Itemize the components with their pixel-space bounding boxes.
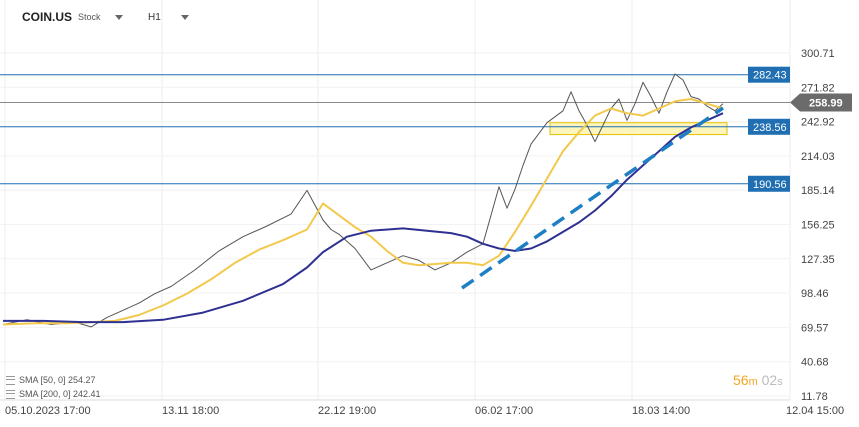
y-tick-label: 69.57 [801, 322, 829, 334]
chevron-down-icon[interactable] [114, 14, 123, 20]
series-price [2, 73, 724, 328]
y-tick-label: 214.03 [801, 151, 835, 163]
legend-sma50[interactable]: SMA [50, 0] 254.27 [6, 375, 96, 385]
symbol-type: Stock [78, 12, 101, 22]
x-tick-label: 13.11 18:00 [162, 405, 219, 417]
symbol-name: COIN.US [22, 10, 73, 24]
level-tag [748, 66, 790, 83]
chevron-down-icon[interactable] [180, 14, 189, 20]
horizontal-levels [0, 74, 790, 185]
indicator-icon [6, 375, 15, 385]
y-tick-label: 11.78 [801, 391, 828, 403]
level-tag-label: 190.56 [753, 179, 787, 191]
x-tick-label: 05.10.2023 17:00 [5, 405, 91, 417]
timer-seconds: 02 [761, 372, 778, 388]
y-tick-label: 40.68 [801, 357, 829, 369]
level-tag [748, 175, 790, 192]
level-tags: 282.43 238.56 190.56 258.99 [748, 66, 852, 192]
level-tag-label: 282.43 [753, 70, 787, 82]
series-sma200 [3, 112, 724, 324]
y-tick-label: 242.92 [801, 117, 835, 129]
grid-lines [0, 0, 791, 400]
x-tick-label: 12.04 15:00 [786, 405, 844, 417]
x-tick-label: 06.02 17:00 [475, 405, 533, 417]
series-lines [2, 73, 724, 328]
timeframe-label: H1 [148, 11, 161, 23]
candle-countdown: 56m 02s [733, 372, 783, 388]
support-zone-box [549, 122, 728, 136]
timeframe-selector[interactable]: H1 [148, 8, 189, 26]
y-tick-label: 127.35 [801, 254, 835, 266]
timer-minutes-unit: m [748, 376, 758, 388]
trendline-dashed [461, 106, 724, 290]
y-tick-label: 271.82 [801, 82, 835, 94]
y-axis: 300.71 271.82 242.92 214.03 185.14 156.25 127.… [801, 48, 835, 403]
x-tick-label: 18.03 14:00 [632, 405, 690, 417]
series-sma50 [2, 98, 724, 326]
level-tag [748, 118, 790, 135]
y-tick-label: 300.71 [801, 48, 835, 60]
y-tick-label: 98.46 [801, 288, 829, 300]
y-tick-label: 185.14 [801, 185, 835, 197]
current-price-label: 258.99 [809, 98, 843, 110]
legend-sma50-label: SMA [50, 0] 254.27 [19, 375, 96, 385]
x-tick-label: 22.12 19:00 [318, 405, 376, 417]
timer-minutes: 56 [733, 372, 749, 388]
trendline [461, 106, 724, 290]
current-price-tag [790, 93, 852, 112]
legend-sma200-label: SMA [200, 0] 242.41 [19, 389, 101, 399]
x-axis: 05.10.2023 17:00 13.11 18:00 22.12 19:00 06… [0, 399, 844, 417]
support-zone [549, 122, 728, 136]
level-tag-label: 238.56 [753, 122, 787, 134]
indicator-icon [6, 389, 15, 399]
y-tick-label: 156.25 [801, 219, 835, 231]
timer-seconds-unit: s [777, 376, 783, 388]
symbol-selector[interactable]: COIN.US Stock [22, 8, 123, 26]
legend-sma200[interactable]: SMA [200, 0] 242.41 [6, 389, 101, 399]
